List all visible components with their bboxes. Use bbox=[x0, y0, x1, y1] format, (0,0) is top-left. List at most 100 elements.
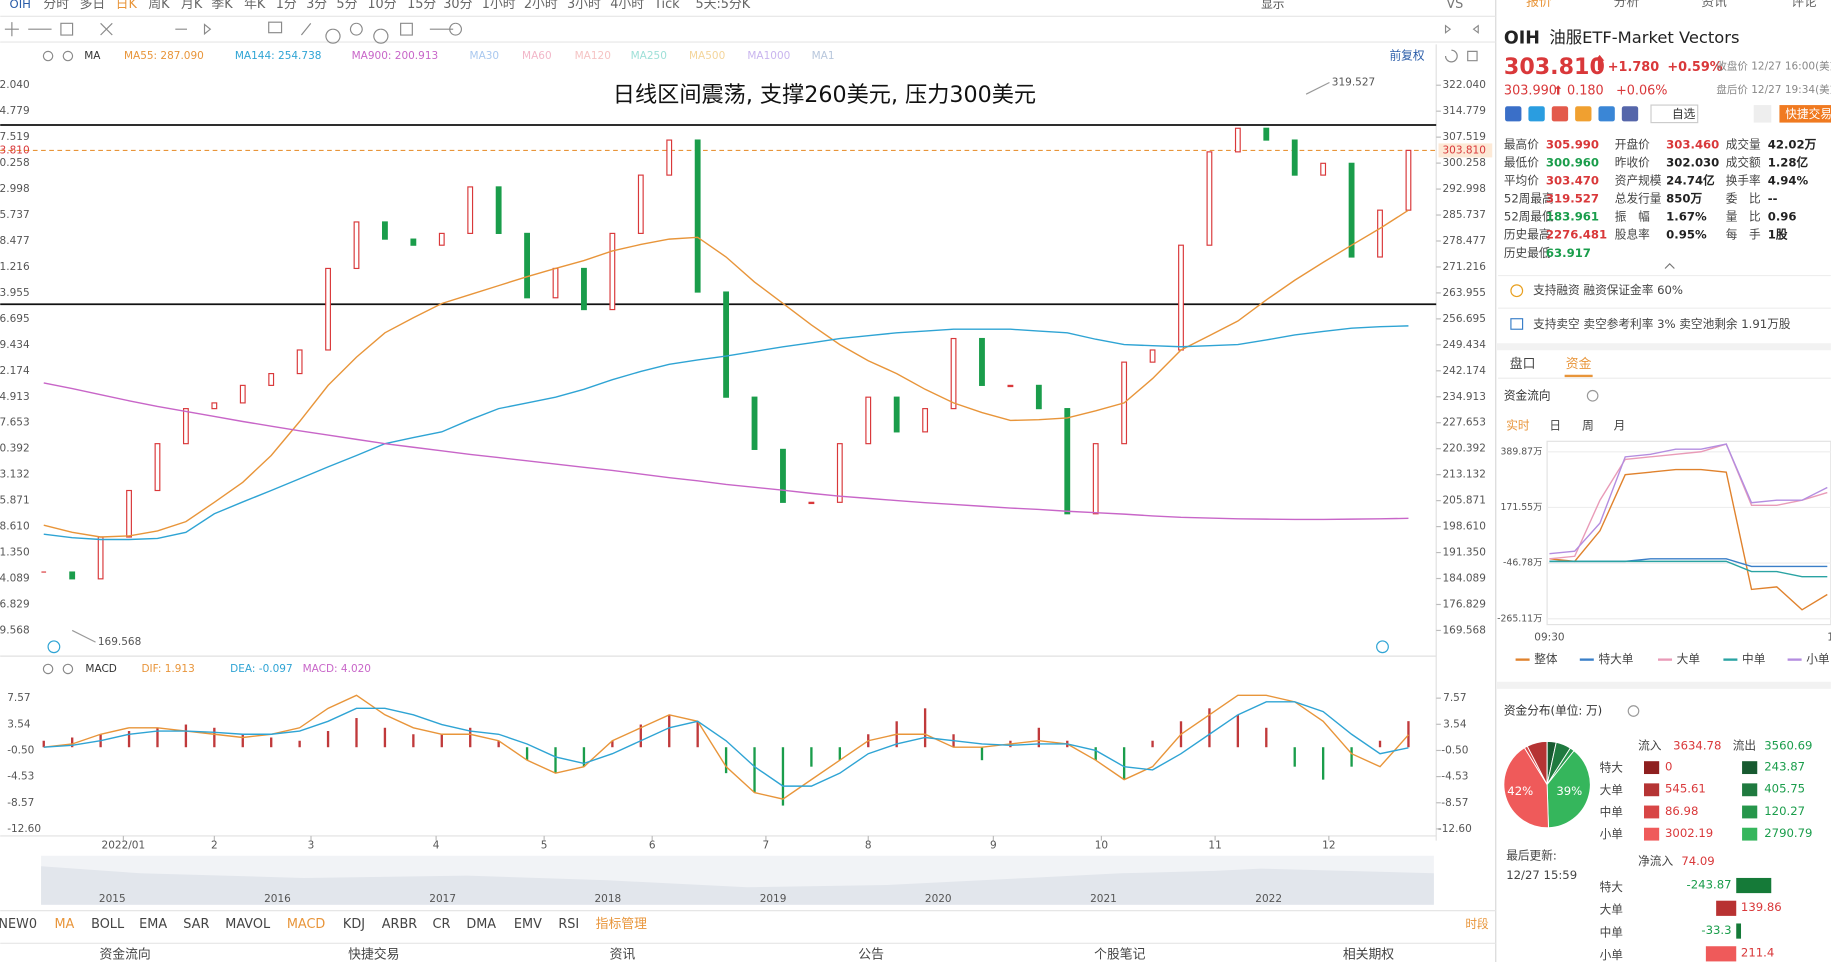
macd-bar bbox=[554, 747, 557, 774]
legend-entry[interactable]: MA120 bbox=[575, 50, 611, 62]
quote-tab[interactable]: 资讯 bbox=[1701, 0, 1727, 10]
bottom-tab[interactable]: 资讯 bbox=[610, 947, 636, 962]
period-tab[interactable]: 10分 bbox=[367, 0, 396, 12]
legend-entry[interactable]: MA250 bbox=[631, 50, 667, 62]
x-tick-label: 09:30 bbox=[1534, 631, 1564, 643]
indicator-manage[interactable]: 指标管理 bbox=[596, 917, 647, 932]
period-tab[interactable]: 5分 bbox=[336, 0, 357, 12]
period-tab[interactable]: 多日 bbox=[80, 0, 106, 12]
compare-button[interactable]: VS bbox=[1446, 0, 1463, 12]
feature-icon[interactable] bbox=[1575, 106, 1592, 122]
indicator-tab[interactable]: DMA bbox=[466, 917, 496, 932]
candle bbox=[1206, 151, 1213, 246]
session-button[interactable]: 时段 bbox=[1465, 917, 1489, 931]
tool-icon[interactable] bbox=[429, 22, 462, 36]
inflow-swatch bbox=[1644, 805, 1660, 819]
macd-bar bbox=[440, 734, 443, 748]
flow-tab[interactable]: 日 bbox=[1549, 419, 1561, 433]
display-menu[interactable]: 显示 bbox=[1261, 0, 1284, 11]
bottom-tab[interactable]: 个股笔记 bbox=[1094, 946, 1145, 962]
macd-bar bbox=[156, 727, 159, 748]
indicator-tab[interactable]: RSI bbox=[558, 917, 579, 932]
period-tab[interactable]: 5天:5分K bbox=[696, 0, 751, 12]
indicator-tab[interactable]: ARBR bbox=[382, 917, 417, 932]
quote-tab[interactable]: 分析 bbox=[1614, 0, 1640, 10]
feature-icon[interactable] bbox=[1505, 106, 1522, 122]
stat-label: 振 幅 bbox=[1615, 210, 1650, 224]
tool-icon[interactable] bbox=[100, 22, 212, 36]
legend-entry[interactable]: MA60 bbox=[522, 50, 552, 62]
quote-tab[interactable]: 评论 bbox=[1791, 0, 1817, 10]
settings-icon[interactable] bbox=[42, 663, 54, 675]
tool-icon[interactable] bbox=[300, 22, 413, 44]
flow-tab[interactable]: 月 bbox=[1614, 419, 1626, 433]
period-tab[interactable]: 3分 bbox=[306, 0, 327, 12]
stat-label: 资产规模 bbox=[1615, 173, 1662, 187]
collapse-icon[interactable] bbox=[1664, 263, 1675, 269]
period-tab[interactable]: 年K bbox=[244, 0, 266, 12]
indicator-tab[interactable]: MAVOL bbox=[225, 917, 271, 932]
flow-line bbox=[1549, 443, 1828, 555]
indicator-tab[interactable]: EMA bbox=[139, 917, 167, 932]
indicator-tab[interactable]: NEW0 bbox=[0, 917, 37, 932]
stat-label: 昨收价 bbox=[1615, 155, 1650, 169]
flow-tab[interactable]: 周 bbox=[1582, 419, 1594, 433]
period-tab[interactable]: 1小时 bbox=[482, 0, 516, 12]
y-tick-label: -4.53 bbox=[1441, 771, 1468, 783]
period-tab[interactable]: 周K bbox=[148, 0, 170, 12]
crosshair-icon[interactable] bbox=[4, 22, 19, 37]
indicator-tab[interactable]: MA bbox=[54, 917, 74, 932]
bottom-tab[interactable]: 相关期权 bbox=[1343, 946, 1394, 962]
close-icon[interactable] bbox=[62, 663, 74, 675]
indicator-tab[interactable]: KDJ bbox=[343, 917, 365, 932]
quote-tab[interactable]: 报价 bbox=[1526, 0, 1552, 10]
indicator-tab[interactable]: SAR bbox=[183, 917, 209, 932]
y-tick-label: 263.955 bbox=[1443, 287, 1486, 299]
indicator-tab[interactable]: MACD bbox=[287, 917, 326, 932]
settings-icon[interactable] bbox=[42, 50, 54, 62]
period-tab[interactable]: Tick bbox=[653, 0, 680, 12]
period-tab[interactable]: 季K bbox=[211, 0, 233, 12]
note-icon[interactable] bbox=[268, 21, 283, 34]
period-tab[interactable]: 4小时 bbox=[610, 0, 644, 12]
bell-icon[interactable] bbox=[1753, 105, 1772, 123]
legend-entry[interactable]: MA30 bbox=[470, 50, 500, 62]
feature-icon[interactable] bbox=[1528, 106, 1545, 122]
flow-tab[interactable]: 实时 bbox=[1506, 419, 1530, 433]
indicator-tab[interactable]: EMV bbox=[514, 917, 542, 932]
period-tab[interactable]: 分时 bbox=[43, 0, 69, 12]
period-tab[interactable]: 1分 bbox=[276, 0, 297, 12]
scroll-icon[interactable] bbox=[1376, 640, 1389, 654]
indicator-tab[interactable]: BOLL bbox=[91, 917, 125, 932]
period-tab[interactable]: 30分 bbox=[443, 0, 472, 12]
indicator-tab[interactable]: CR bbox=[433, 917, 451, 932]
period-tab[interactable]: 月K bbox=[181, 0, 203, 12]
adjust-button[interactable]: 前复权 bbox=[1390, 49, 1425, 63]
legend-entry[interactable]: MA1000 bbox=[747, 50, 790, 62]
panel-tab[interactable]: 资金 bbox=[1566, 356, 1592, 372]
action-icon[interactable] bbox=[1444, 24, 1479, 63]
scroll-icon[interactable] bbox=[47, 640, 61, 654]
feature-icon[interactable] bbox=[1598, 106, 1615, 122]
legend-entry[interactable]: MA500 bbox=[689, 50, 725, 62]
period-tab[interactable]: 3小时 bbox=[567, 0, 601, 12]
bottom-tab[interactable]: 快捷交易 bbox=[348, 946, 399, 962]
draw-icon[interactable] bbox=[28, 22, 74, 36]
watch-button[interactable] bbox=[1650, 104, 1699, 124]
row-label: 特大 bbox=[1600, 761, 1624, 775]
legend-entry[interactable]: MA1 bbox=[812, 50, 835, 62]
panel-tab[interactable]: 盘口 bbox=[1510, 356, 1536, 372]
feature-icon[interactable] bbox=[1551, 106, 1569, 122]
bottom-tab[interactable]: 资金流向 bbox=[99, 946, 150, 962]
bottom-tab[interactable]: 公告 bbox=[858, 947, 884, 962]
net-bar bbox=[1716, 900, 1737, 916]
quick-trade-button[interactable] bbox=[1779, 105, 1831, 123]
close-icon[interactable] bbox=[62, 50, 74, 62]
annotation-leader bbox=[1305, 82, 1330, 95]
feature-icon[interactable] bbox=[1621, 106, 1639, 122]
y-tick-label: 227.653 bbox=[0, 417, 30, 429]
period-tab[interactable]: 日K bbox=[116, 0, 138, 12]
y-tick-label: 249.434 bbox=[0, 339, 30, 351]
period-tab[interactable]: 15分 bbox=[407, 0, 436, 12]
period-tab[interactable]: 2小时 bbox=[524, 0, 558, 12]
